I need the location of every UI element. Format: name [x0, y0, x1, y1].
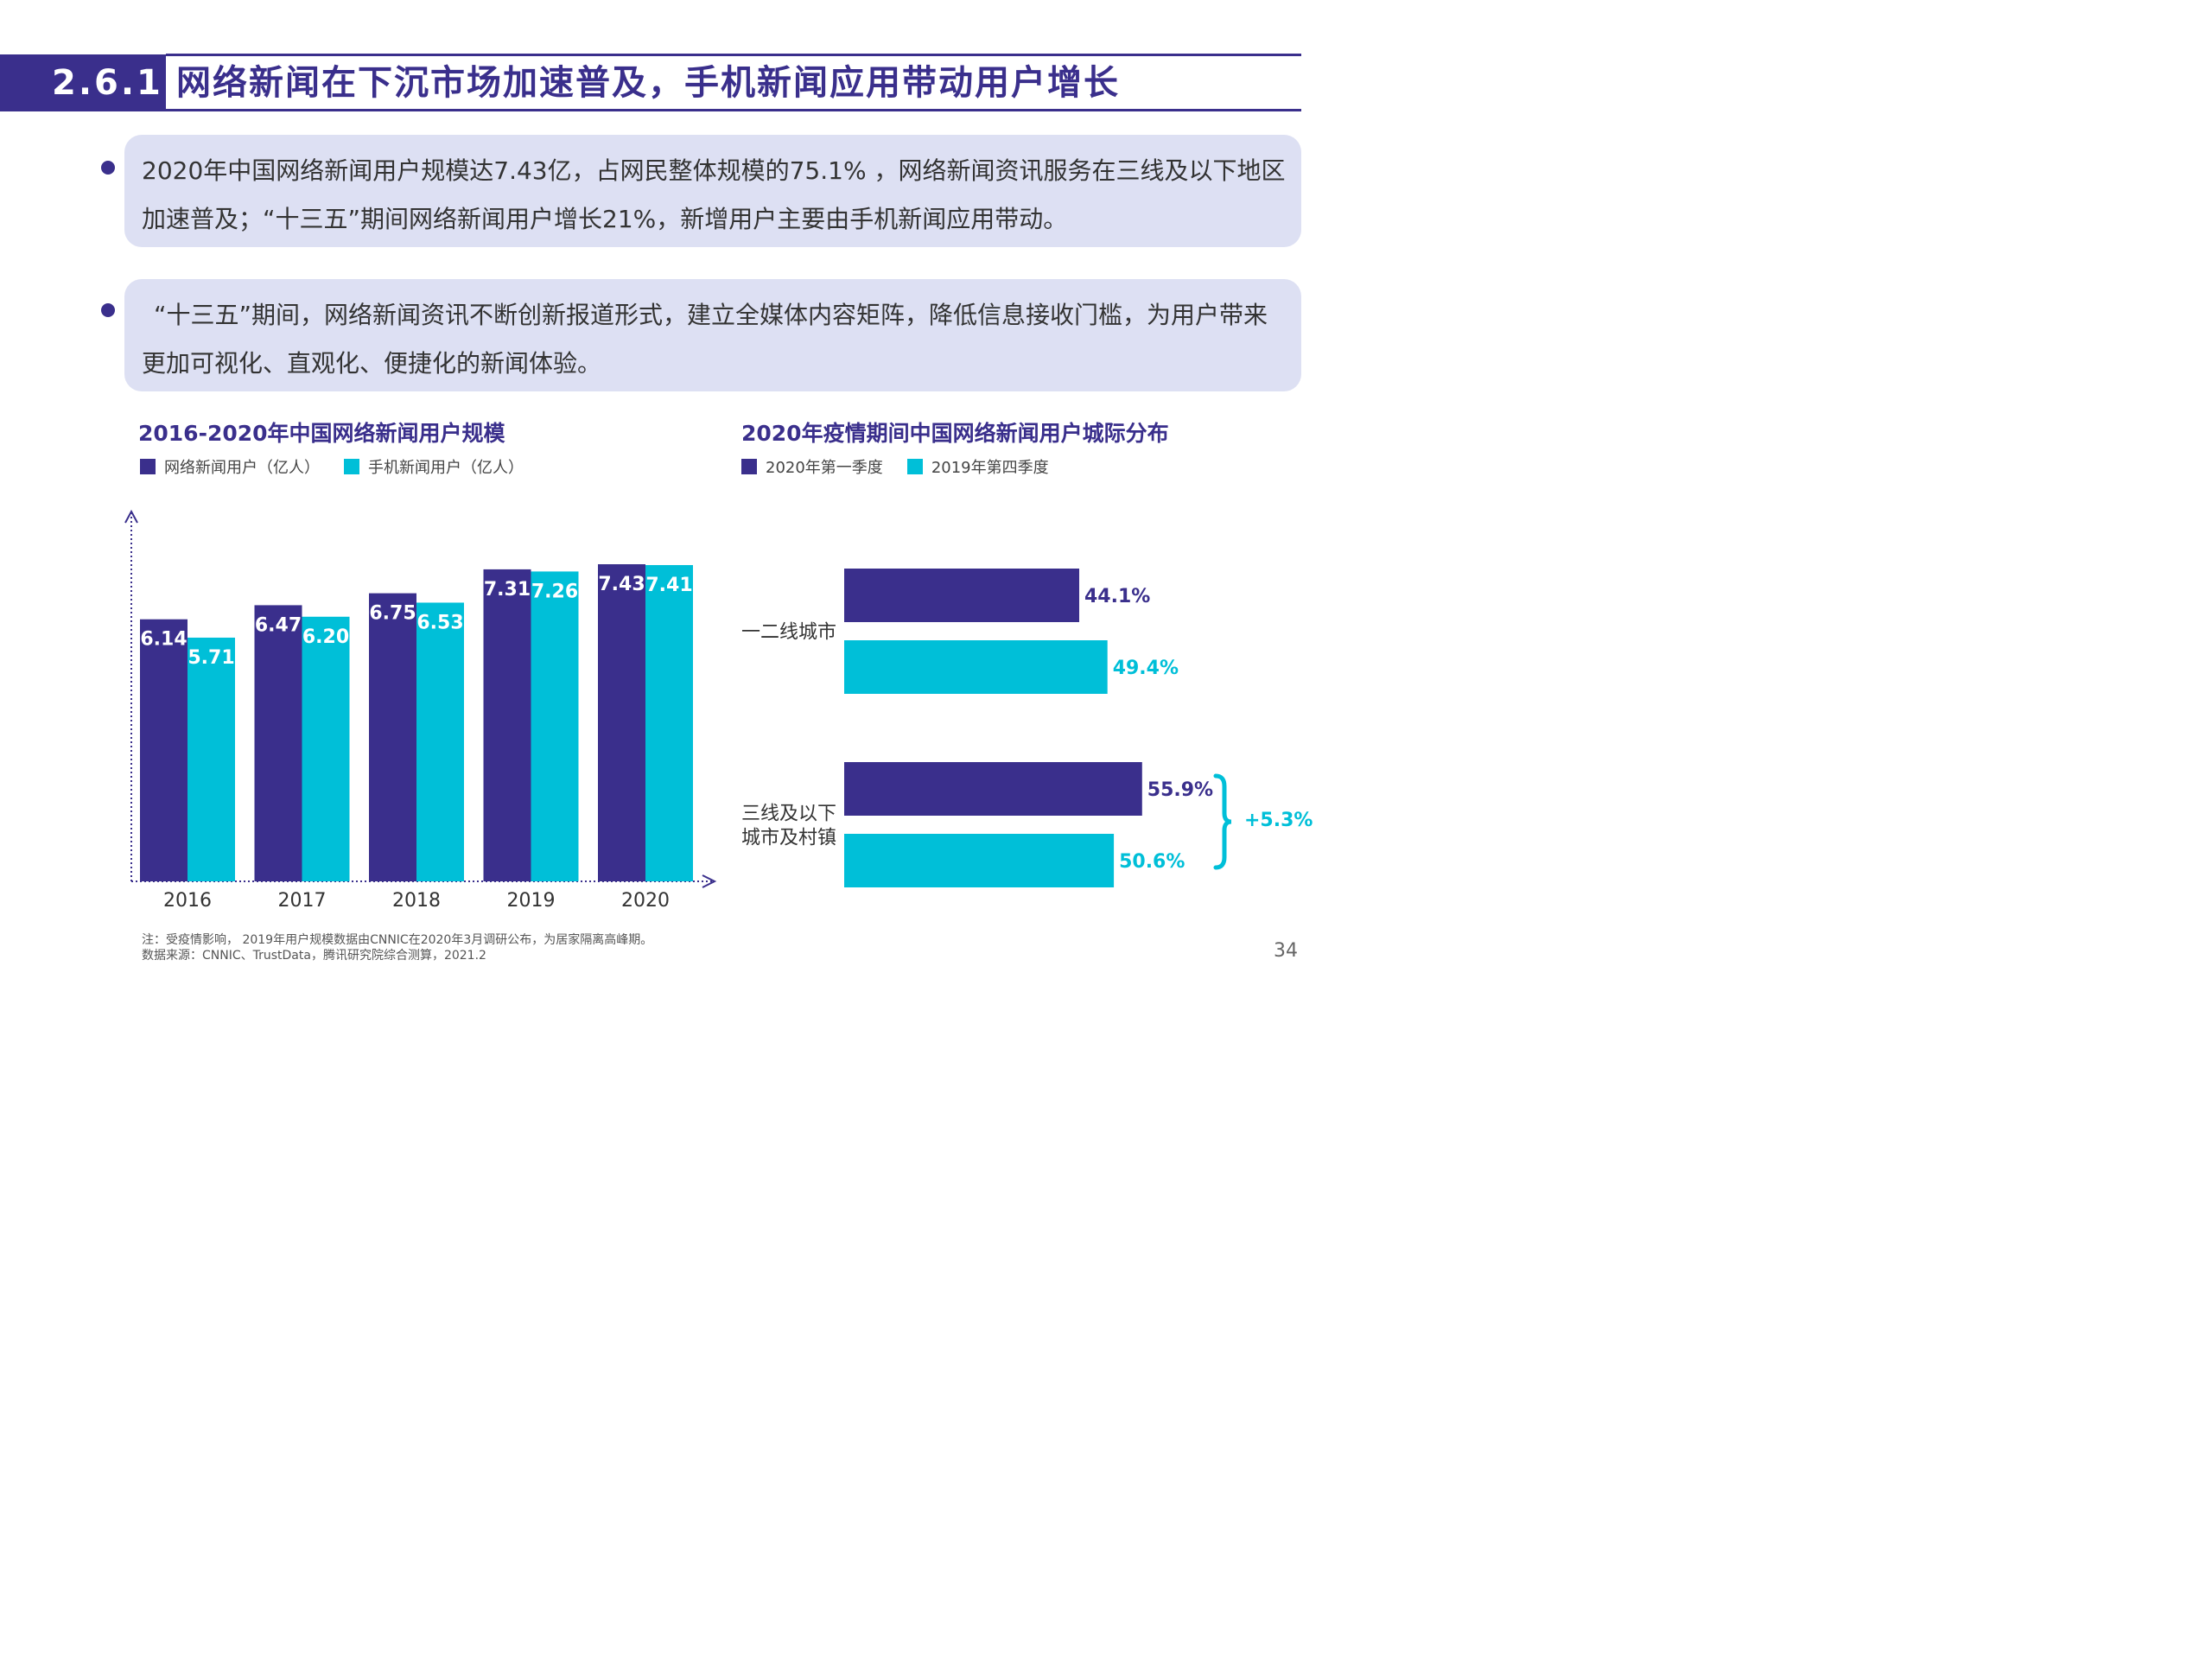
hbar-label-cat1-series-2: 49.4%: [1113, 658, 1179, 679]
bar-label-2020-series-2: 7.41: [645, 575, 692, 596]
page-title: 网络新闻在下沉市场加速普及，手机新闻应用带动用户增长: [176, 63, 1120, 103]
chart2-legend-label-1: 2020年第一季度: [766, 459, 883, 477]
chart2-legend-swatch-1: [741, 459, 757, 474]
chart2-legend-swatch-2: [906, 459, 923, 474]
hbar-label-cat2-series-1: 55.9%: [1147, 779, 1213, 801]
bar-label-2017-series-1: 6.47: [255, 614, 302, 636]
hbar-category-label-2-line-2: 城市及村镇: [741, 828, 836, 849]
bar-2017-series-2: [302, 616, 350, 881]
bar-2019-series-2: [531, 571, 579, 881]
difference-annotation: +5.3%: [1244, 810, 1313, 831]
chart1-legend-item-1: 网络新闻用户（亿人）: [140, 455, 320, 478]
x-tick-label-2020: 2020: [621, 890, 670, 912]
bar-2017-series-1: [254, 605, 302, 881]
bar-2019-series-1: [483, 569, 531, 881]
chart1-legend: 网络新闻用户（亿人） 手机新闻用户（亿人）: [140, 455, 548, 478]
hbar-category-label-1-line-1: 一二线城市: [741, 622, 836, 644]
hbar-label-cat2-series-2: 50.6%: [1119, 851, 1185, 873]
section-number: 2.6.1: [52, 63, 163, 103]
footnote: 注：受疫情影响， 2019年用户规模数据由CNNIC在2020年3月调研公布，为…: [142, 932, 652, 963]
bullet-text-2: “十三五”期间，网络新闻资讯不断创新报道形式，建立全媒体内容矩阵，降低信息接收门…: [142, 301, 1268, 378]
bar-label-2016-series-1: 6.14: [140, 629, 187, 651]
brace-icon: [1213, 773, 1232, 870]
bar-label-2016-series-2: 5.71: [188, 647, 234, 669]
bullet-box-1: 2020年中国网络新闻用户规模达7.43亿，占网民整体规模的75.1% ，网络新…: [124, 135, 1301, 247]
bullet-box-2: “十三五”期间，网络新闻资讯不断创新报道形式，建立全媒体内容矩阵，降低信息接收门…: [124, 279, 1301, 391]
bar-label-2018-series-1: 6.75: [369, 603, 416, 625]
x-tick-label-2018: 2018: [392, 890, 441, 912]
x-axis-arrow: [702, 874, 717, 888]
chart1-legend-label-1: 网络新闻用户（亿人）: [164, 459, 320, 477]
chart1-legend-item-2: 手机新闻用户（亿人）: [344, 455, 524, 478]
chart1-legend-swatch-1: [140, 459, 156, 474]
y-axis-arrow: [124, 509, 138, 524]
hbar-cat1-series-1: [844, 569, 1079, 622]
bullet-dot-1: [101, 161, 115, 175]
bar-2016-series-2: [188, 637, 235, 881]
x-tick-label-2017: 2017: [278, 890, 327, 912]
header-rule-top: [166, 54, 1301, 56]
bar-label-2019-series-2: 7.26: [531, 581, 578, 602]
hbar-cat2-series-1: [844, 762, 1142, 816]
bar-2016-series-1: [140, 619, 188, 881]
section-number-band: [0, 54, 166, 111]
chart2-legend-item-2: 2019年第四季度: [906, 455, 1049, 478]
bullet-dot-2: [101, 303, 115, 317]
bar-label-2018-series-2: 6.53: [416, 612, 463, 633]
chart2-legend-item-1: 2020年第一季度: [741, 455, 883, 478]
header-rule-bottom: [166, 109, 1301, 111]
bullet-text-1: 2020年中国网络新闻用户规模达7.43亿，占网民整体规模的75.1% ，网络新…: [142, 156, 1286, 233]
bar-label-2020-series-1: 7.43: [598, 574, 645, 595]
chart1-legend-swatch-2: [344, 459, 359, 474]
chart2-legend: 2020年第一季度 2019年第四季度: [741, 455, 1073, 478]
vertical-bar-chart: 6.145.71 2016 6.476.20 2017 6.75 6.53 2018 7.31…: [124, 509, 717, 912]
x-tick-label-2016: 2016: [163, 890, 212, 912]
bar-2018-series-2: [416, 602, 464, 881]
bar-2020-series-1: [598, 564, 645, 881]
bar-label-2017-series-2: 6.20: [302, 626, 349, 648]
page-number: 34: [1274, 940, 1298, 962]
hbar-category-label-2-line-1: 三线及以下: [741, 804, 836, 825]
chart1-title: 2016-2020年中国网络新闻用户规模: [138, 421, 505, 446]
footnote-source: 数据来源：CNNIC、TrustData，腾讯研究院综合测算，2021.2: [142, 949, 486, 963]
chart1-legend-label-2: 手机新闻用户（亿人）: [368, 459, 524, 477]
bar-2020-series-2: [645, 564, 693, 881]
hbar-cat1-series-2: [844, 640, 1108, 694]
footnote-note: 注：受疫情影响， 2019年用户规模数据由CNNIC在2020年3月调研公布，为…: [142, 933, 653, 947]
bar-2018-series-1: [369, 593, 416, 881]
bar-label-2019-series-1: 7.31: [484, 579, 531, 601]
hbar-label-cat1-series-1: 44.1%: [1084, 586, 1150, 607]
chart2-title: 2020年疫情期间中国网络新闻用户城际分布: [741, 421, 1169, 446]
chart2-legend-label-2: 2019年第四季度: [931, 459, 1049, 477]
hbar-cat2-series-2: [844, 834, 1115, 887]
x-tick-label-2019: 2019: [507, 890, 556, 912]
